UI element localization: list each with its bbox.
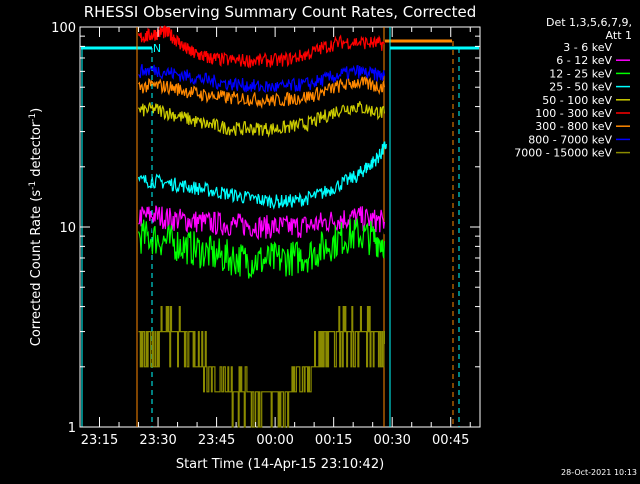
x-tick-label: 00:45: [432, 433, 469, 448]
legend-header-line1: Det 1,3,5,6,7,9,: [546, 16, 632, 29]
legend-label: 50 - 100 keV: [542, 94, 612, 107]
x-tick-label: 23:45: [198, 433, 235, 448]
legend-label: 3 - 6 keV: [563, 41, 612, 54]
y-axis-label: Corrected Count Rate (s-1 detector-1): [28, 108, 44, 346]
n-marker: N: [153, 42, 161, 55]
legend-label: 800 - 7000 keV: [528, 133, 612, 146]
x-tick-label: 00:30: [373, 433, 410, 448]
y-tick-label: 100: [51, 21, 76, 36]
legend-label: 300 - 800 keV: [535, 120, 612, 133]
x-tick-label: 23:15: [81, 433, 118, 448]
y-tick-label: 1: [68, 421, 76, 436]
series-line-3-6-keV: [137, 216, 385, 254]
legend-label: 12 - 25 keV: [549, 67, 612, 80]
legend-label: 25 - 50 keV: [549, 81, 612, 94]
x-tick-label: 00:15: [315, 433, 352, 448]
y-axis-label-end: ): [29, 108, 44, 113]
series-line-800-7000-keV: [138, 64, 385, 94]
series-line-100-300-keV: [137, 25, 385, 69]
y-axis-label-main: Corrected Count Rate (s: [29, 190, 44, 347]
chart-title: RHESSI Observing Summary Count Rates, Co…: [84, 3, 477, 21]
y-axis-label-mid: detector: [29, 121, 44, 181]
series-line-7000-15000-keV: [138, 306, 385, 428]
y-axis-label-sup1: -1: [28, 181, 38, 190]
x-axis-ticks: 23:15 23:30 23:45 00:00 00:15 00:30 00:45: [79, 27, 471, 448]
legend-label: 100 - 300 keV: [535, 107, 612, 120]
legend-label: 7000 - 15000 keV: [514, 147, 612, 160]
y-tick-label: 10: [59, 221, 76, 236]
series-line-12-25-keV: [137, 218, 385, 279]
legend-header-line2: Att 1: [606, 29, 632, 42]
x-axis-label: Start Time (14-Apr-15 23:10:42): [176, 457, 384, 472]
series-line-6-12-keV: [138, 205, 385, 241]
y-axis-ticks: 1 10 100: [51, 21, 480, 436]
series-line-50-100-keV: [138, 101, 385, 138]
series-line-300-800-keV: [138, 76, 385, 110]
x-tick-label: 23:30: [139, 433, 176, 448]
x-tick-label: 00:00: [256, 433, 293, 448]
y-axis-label-sup2: -1: [28, 113, 38, 122]
legend-label: 6 - 12 keV: [556, 54, 612, 67]
series-line-25-50-keV: [137, 141, 387, 210]
series-group: [137, 25, 387, 428]
timestamp: 28-Oct-2021 10:13: [561, 468, 637, 477]
